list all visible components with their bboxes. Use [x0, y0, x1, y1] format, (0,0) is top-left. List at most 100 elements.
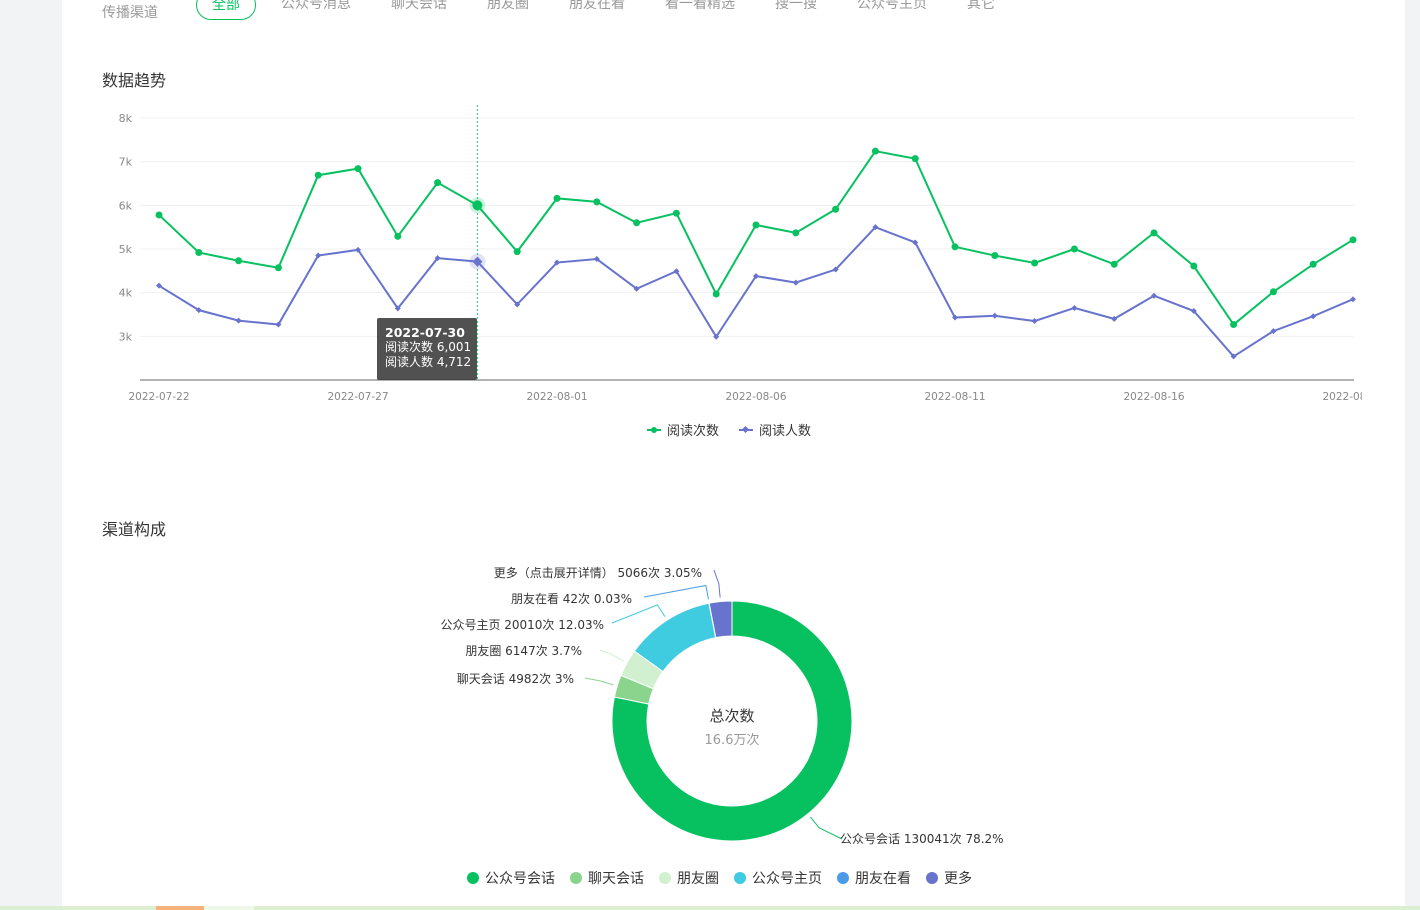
data-point[interactable]: [911, 155, 919, 163]
tooltip-date: 2022-07-30: [385, 325, 465, 340]
data-point[interactable]: [832, 266, 839, 273]
slice-label-leader: [643, 584, 709, 600]
data-point[interactable]: [235, 257, 243, 265]
y-tick-label: 5k: [119, 243, 133, 256]
data-point[interactable]: [1309, 260, 1317, 268]
data-point[interactable]: [912, 239, 919, 246]
donut-legend-item[interactable]: 朋友在看: [837, 868, 911, 888]
data-point[interactable]: [633, 285, 640, 292]
data-point[interactable]: [554, 259, 560, 266]
data-point[interactable]: [354, 165, 362, 173]
legend-label-readers: 阅读人数: [759, 424, 812, 439]
data-point[interactable]: [513, 248, 521, 256]
data-point[interactable]: [1310, 313, 1317, 320]
data-point[interactable]: [832, 205, 840, 213]
legend-dot-icon: [570, 872, 582, 884]
legend-item-readers[interactable]: 阅读人数: [739, 420, 811, 439]
data-point[interactable]: [1190, 308, 1197, 315]
data-point[interactable]: [673, 268, 680, 275]
slice-label-leader: [584, 677, 614, 686]
data-point[interactable]: [752, 221, 760, 229]
data-point[interactable]: [593, 198, 601, 206]
y-tick-label: 7k: [119, 156, 133, 169]
series-line: [158, 225, 1354, 358]
filter-tab[interactable]: 公众号主页: [857, 0, 927, 12]
filter-tab[interactable]: 全部: [196, 0, 256, 20]
data-point[interactable]: [275, 321, 282, 328]
data-point[interactable]: [1070, 245, 1078, 253]
data-point[interactable]: [1230, 321, 1238, 329]
y-tick-label: 3k: [119, 330, 133, 343]
data-point[interactable]: [1350, 296, 1356, 303]
data-point[interactable]: [434, 179, 442, 187]
donut-legend-item[interactable]: 公众号会话: [467, 868, 555, 888]
donut-slice[interactable]: [708, 600, 733, 639]
donut-slice[interactable]: [611, 600, 853, 842]
donut-center-title: 总次数: [709, 707, 755, 725]
data-point[interactable]: [1349, 236, 1357, 244]
x-tick-label: 2022-08-01: [526, 391, 587, 403]
data-point[interactable]: [1190, 262, 1198, 270]
data-point[interactable]: [195, 248, 203, 256]
filter-tab[interactable]: 看一看精选: [665, 0, 735, 12]
data-point[interactable]: [155, 211, 163, 219]
data-point[interactable]: [195, 307, 202, 314]
data-point[interactable]: [394, 232, 402, 240]
data-point[interactable]: [472, 256, 483, 267]
data-point[interactable]: [872, 224, 879, 231]
filter-tab[interactable]: 朋友圈: [487, 0, 529, 12]
data-point[interactable]: [274, 264, 282, 272]
trend-line-chart[interactable]: 3k 4k 5k 6k 7k 8k 2022-07-22 2022-07-27 2022-08-…: [102, 105, 1362, 410]
data-point[interactable]: [792, 229, 800, 237]
data-point[interactable]: [553, 194, 561, 202]
data-point[interactable]: [235, 317, 242, 324]
data-point[interactable]: [1230, 353, 1237, 360]
data-point[interactable]: [1151, 292, 1157, 299]
data-point[interactable]: [753, 273, 759, 280]
data-point[interactable]: [1269, 288, 1277, 296]
data-point[interactable]: [952, 314, 958, 321]
data-point[interactable]: [1150, 229, 1158, 237]
data-point[interactable]: [1110, 260, 1118, 268]
slice-label: 公众号主页 20010次 12.03%: [440, 618, 604, 632]
filter-tab[interactable]: 其它: [967, 0, 995, 12]
data-point[interactable]: [951, 243, 959, 251]
legend-line-icon-blue: [739, 425, 754, 435]
filter-tab[interactable]: 朋友在看: [569, 0, 625, 12]
data-point[interactable]: [472, 200, 483, 211]
legend-item-reads[interactable]: 阅读次数: [647, 420, 719, 439]
data-point[interactable]: [156, 282, 162, 289]
trend-legend: 阅读次数 阅读人数: [647, 420, 811, 439]
data-point[interactable]: [1031, 318, 1038, 325]
donut-legend-item[interactable]: 朋友圈: [659, 868, 719, 888]
donut-legend-item[interactable]: 聊天会话: [570, 868, 644, 888]
data-point[interactable]: [514, 301, 521, 308]
filter-tab[interactable]: 公众号消息: [281, 0, 351, 12]
data-point[interactable]: [633, 219, 641, 227]
data-point[interactable]: [713, 333, 720, 340]
slice-label: 朋友在看 42次 0.03%: [511, 592, 632, 606]
data-point[interactable]: [1071, 304, 1078, 311]
data-point[interactable]: [355, 246, 361, 253]
filter-tab[interactable]: 聊天会话: [391, 0, 447, 12]
y-tick-label: 4k: [119, 287, 133, 300]
donut-legend-item[interactable]: 公众号主页: [734, 868, 822, 888]
data-point[interactable]: [315, 252, 322, 259]
data-point[interactable]: [593, 256, 600, 263]
data-point[interactable]: [991, 252, 999, 260]
data-point[interactable]: [871, 147, 879, 155]
data-point[interactable]: [991, 312, 998, 319]
filter-tab[interactable]: 搜一搜: [775, 0, 817, 12]
donut-legend-label: 聊天会话: [588, 871, 644, 887]
data-point[interactable]: [792, 279, 799, 286]
data-point[interactable]: [672, 209, 680, 217]
x-tick-label: 2022-08-06: [725, 391, 786, 403]
data-point[interactable]: [712, 290, 720, 298]
data-point[interactable]: [1031, 259, 1039, 267]
channel-donut-chart[interactable]: 公众号会话 130041次 78.2% 聊天会话 4982次 3% 朋友圈 6147…: [62, 540, 1405, 860]
data-point[interactable]: [1111, 315, 1118, 322]
donut-legend-item[interactable]: 更多: [926, 868, 972, 888]
data-point[interactable]: [394, 305, 401, 312]
data-point[interactable]: [1270, 328, 1277, 335]
data-point[interactable]: [314, 171, 322, 179]
